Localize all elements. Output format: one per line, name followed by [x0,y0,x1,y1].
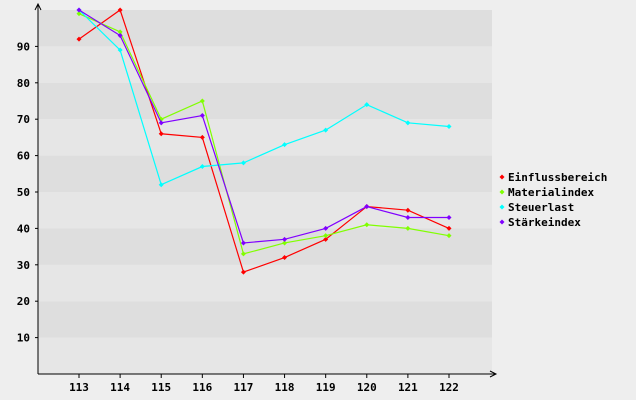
y-tick-label: 20 [17,295,30,308]
x-tick-label: 119 [316,381,336,394]
y-tick-label: 10 [17,332,30,345]
legend-marker-icon [499,189,505,195]
grid-band [38,119,492,156]
legend-marker-icon [499,219,505,225]
data-point [323,236,329,242]
legend-label: Steuerlast [508,201,574,214]
data-point [446,214,452,220]
data-point [158,131,164,137]
series-2 [76,7,452,188]
data-point [446,225,452,231]
data-point [199,134,205,140]
y-tick-label: 60 [17,150,30,163]
x-tick-label: 113 [69,381,89,394]
series-1 [76,11,452,257]
grid-band [38,82,492,120]
y-tick-label: 30 [17,259,30,272]
x-tick-label: 114 [110,381,130,394]
x-tick-label: 118 [275,381,295,394]
data-point [446,233,452,239]
data-point [117,29,123,35]
series-line [78,9,450,273]
series-group [76,7,452,275]
x-tick-label: 117 [234,381,254,394]
data-point [158,182,164,188]
legend-marker-icon [499,174,505,180]
legend-item: Stärkeindex [499,216,581,229]
axes [34,2,498,378]
y-axis-ticks: 10 20 30 40 50 60 70 80 90 [17,40,38,345]
data-point [405,120,411,126]
grid-band [38,46,492,83]
grid-band [38,155,492,192]
x-axis-ticks: 113 114 115 116 117 118 119 120 121 122 [69,374,459,394]
y-tick-label: 80 [17,77,30,90]
grid-band [38,228,492,265]
data-point [323,225,329,231]
data-point [323,127,329,133]
data-point [282,142,288,148]
data-point [240,251,246,257]
data-point [117,7,123,13]
data-point [446,123,452,129]
y-axis-arrow-icon [34,2,42,11]
data-point [240,160,246,166]
data-point [158,120,164,126]
legend: Einflussbereich Materialindex Steuerlast St… [499,171,607,229]
y-tick-label: 90 [17,40,30,53]
data-point [199,98,205,104]
data-point [282,240,288,246]
data-point [117,32,123,38]
data-point [364,102,370,108]
data-point [364,204,370,210]
data-point [76,11,82,17]
data-point [199,113,205,119]
grid-band [38,337,492,374]
x-axis-arrow-icon [489,370,498,378]
legend-item: Materialindex [499,186,594,199]
x-tick-label: 115 [151,381,171,394]
data-point [240,240,246,246]
legend-label: Stärkeindex [508,216,581,229]
legend-label: Einflussbereich [508,171,607,184]
grid-bands [38,10,492,374]
grid-band [38,264,492,302]
data-point [364,222,370,228]
data-point [76,36,82,42]
legend-label: Materialindex [508,186,594,199]
series-line [78,13,450,255]
data-point [405,225,411,231]
legend-marker-icon [499,204,505,210]
data-point [405,214,411,220]
grid-band [38,10,492,47]
data-point [199,164,205,170]
y-tick-label: 40 [17,222,30,235]
data-point [323,233,329,239]
series-0 [76,7,452,275]
data-point [76,7,82,13]
legend-item: Einflussbereich [499,171,607,184]
data-point [282,236,288,242]
x-tick-label: 121 [398,381,418,394]
series-line [78,9,450,186]
data-point [282,255,288,261]
y-tick-label: 70 [17,113,30,126]
x-tick-label: 116 [192,381,212,394]
series-3 [76,7,452,246]
y-tick-label: 50 [17,186,30,199]
data-point [405,207,411,213]
data-point [117,47,123,53]
x-tick-label: 120 [357,381,377,394]
grid-band [38,301,492,338]
x-tick-label: 122 [439,381,459,394]
series-line [78,9,449,244]
data-point [240,269,246,275]
legend-item: Steuerlast [499,201,574,214]
grid-band [38,192,492,229]
